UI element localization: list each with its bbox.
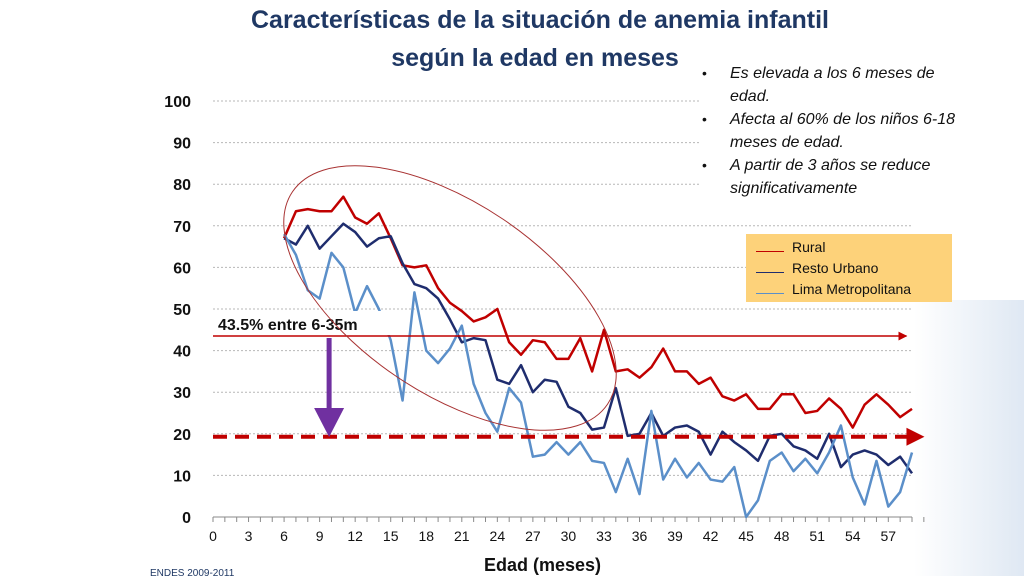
x-tick-label: 21 (454, 528, 470, 544)
y-tick-label: 10 (173, 468, 191, 485)
legend-label: Resto Urbano (792, 260, 879, 276)
x-axis-label: Edad (meses) (484, 555, 601, 575)
y-tick-label: 50 (173, 302, 191, 319)
y-tick-label: 40 (173, 344, 191, 361)
legend-swatch (756, 260, 784, 273)
note-item: A partir de 3 años se reduce significati… (700, 154, 960, 200)
legend-swatch (756, 281, 784, 294)
y-tick-label: 0 (182, 510, 191, 527)
note-item: Es elevada a los 6 meses de edad. (700, 62, 960, 108)
x-tick-label: 12 (347, 528, 363, 544)
legend-item-rural: Rural (756, 237, 952, 258)
x-tick-label: 48 (774, 528, 790, 544)
y-tick-label: 90 (173, 136, 191, 153)
y-tick-label: 30 (173, 385, 191, 402)
legend-swatch (756, 239, 784, 252)
x-tick-label: 24 (490, 528, 506, 544)
x-tick-label: 3 (245, 528, 253, 544)
y-tick-label: 100 (164, 94, 191, 111)
annotation-label: 43.5% entre 6-35m (218, 317, 358, 334)
x-tick-label: 9 (316, 528, 324, 544)
chart-title-line-1: Características de la situación de anemi… (251, 6, 829, 34)
x-tick-label: 57 (881, 528, 897, 544)
chart-legend: Rural Resto Urbano Lima Metropolitana (746, 234, 952, 302)
legend-label: Rural (792, 239, 826, 255)
annotation-background (214, 311, 392, 335)
x-tick-label: 30 (561, 528, 577, 544)
series-line-rural (282, 195, 913, 429)
x-tick-label: 54 (845, 528, 861, 544)
chart-title-line-2: según la edad en meses (391, 44, 679, 72)
x-tick-label: 51 (809, 528, 825, 544)
reference-arrowhead (906, 427, 925, 446)
highlight-ellipse (283, 165, 617, 431)
y-tick-label: 70 (173, 219, 191, 236)
source-note: ENDES 2009-2011 (150, 568, 235, 579)
y-tick-label: 60 (173, 260, 191, 277)
legend-item-resto: Resto Urbano (756, 258, 952, 279)
legend-item-lima: Lima Metropolitana (756, 279, 952, 300)
x-tick-label: 27 (525, 528, 541, 544)
note-item: Afecta al 60% de los niños 6-18 meses de… (700, 108, 960, 154)
x-tick-label: 15 (383, 528, 399, 544)
x-tick-label: 39 (667, 528, 683, 544)
x-tick-label: 42 (703, 528, 719, 544)
legend-label: Lima Metropolitana (792, 281, 912, 297)
notes-list: Es elevada a los 6 meses de edad. Afecta… (700, 62, 960, 200)
x-tick-label: 18 (418, 528, 434, 544)
series-line-resto-urbano (283, 222, 914, 475)
x-tick-label: 0 (209, 528, 217, 544)
background-gradient (914, 300, 1024, 576)
x-tick-label: 6 (280, 528, 288, 544)
y-tick-label: 20 (173, 427, 191, 444)
x-tick-label: 33 (596, 528, 612, 544)
decrease-arrow-head (314, 408, 345, 437)
x-tick-label: 45 (738, 528, 754, 544)
x-tick-label: 36 (632, 528, 648, 544)
y-tick-label: 80 (173, 177, 191, 194)
